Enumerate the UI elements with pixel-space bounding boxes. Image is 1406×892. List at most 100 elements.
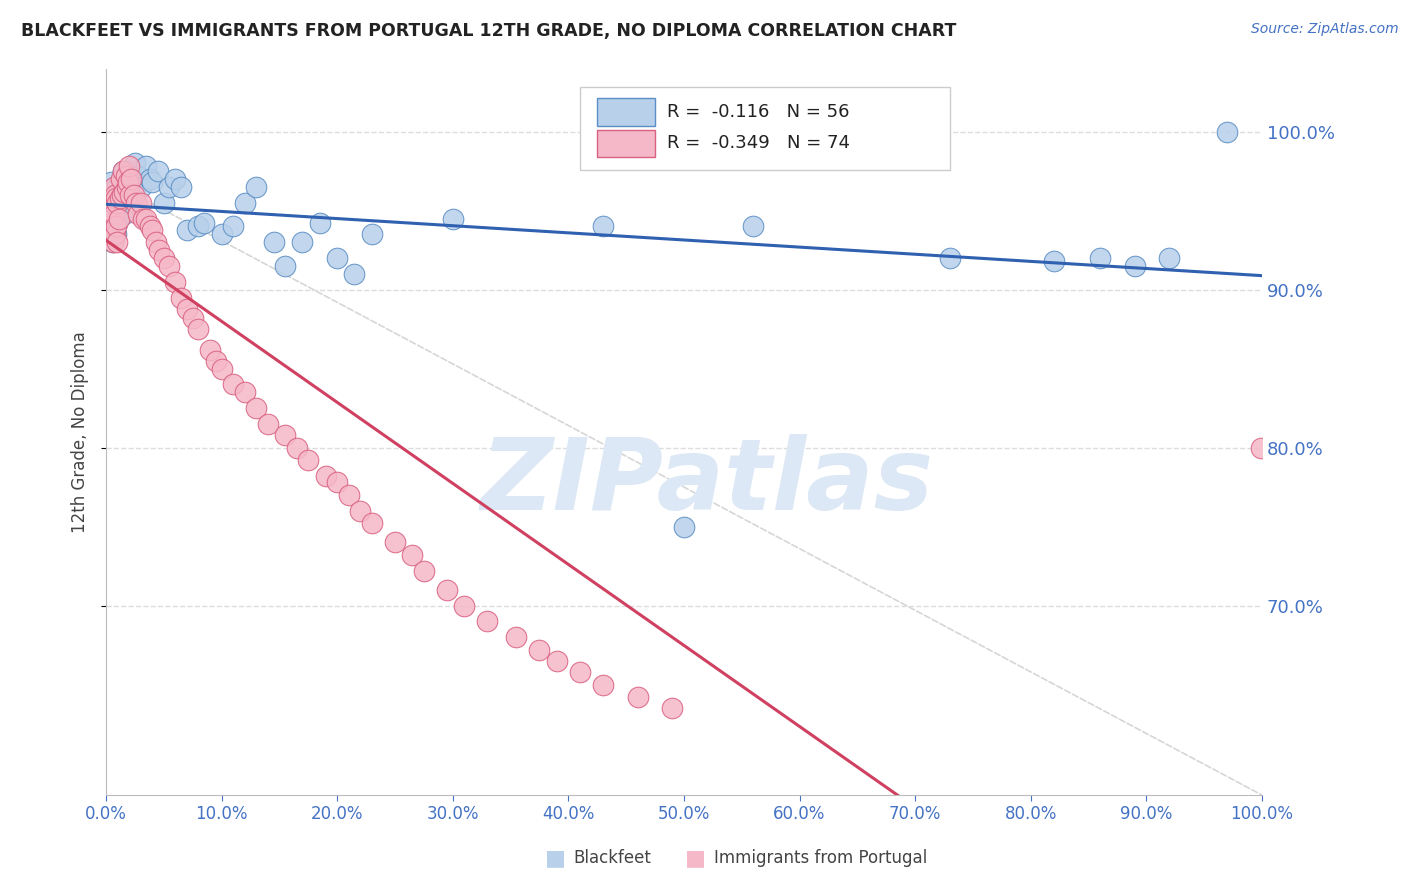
- Point: [127, 207, 149, 221]
- Point: [104, 187, 127, 202]
- Point: [159, 180, 181, 194]
- Point: [129, 180, 152, 194]
- Text: Immigrants from Portugal: Immigrants from Portugal: [714, 849, 928, 867]
- Point: [107, 203, 129, 218]
- Point: [152, 251, 174, 265]
- Point: [101, 195, 124, 210]
- Point: [592, 219, 614, 234]
- Point: [117, 175, 139, 189]
- Point: [100, 222, 122, 236]
- Point: [170, 180, 193, 194]
- Point: [96, 227, 118, 242]
- Text: ZIPatlas: ZIPatlas: [481, 434, 934, 531]
- Point: [118, 175, 141, 189]
- Point: [360, 227, 382, 242]
- Point: [114, 185, 136, 199]
- Point: [441, 211, 464, 226]
- Point: [115, 180, 138, 194]
- Point: [181, 311, 204, 326]
- Point: [104, 187, 127, 202]
- Point: [108, 195, 131, 210]
- Point: [100, 175, 122, 189]
- Point: [148, 243, 170, 257]
- Point: [1088, 251, 1111, 265]
- Point: [112, 164, 135, 178]
- Point: [360, 516, 382, 531]
- Point: [135, 160, 157, 174]
- Point: [453, 599, 475, 613]
- Point: [112, 207, 135, 221]
- Point: [627, 690, 650, 705]
- Point: [412, 564, 434, 578]
- Point: [146, 164, 169, 178]
- Point: [326, 251, 349, 265]
- Point: [98, 219, 121, 234]
- Point: [127, 169, 149, 183]
- Point: [337, 488, 360, 502]
- Point: [114, 169, 136, 183]
- Point: [135, 211, 157, 226]
- Point: [297, 453, 319, 467]
- Point: [176, 222, 198, 236]
- Point: [139, 219, 162, 234]
- Point: [103, 211, 125, 226]
- Point: [101, 203, 124, 218]
- Point: [672, 519, 695, 533]
- Point: [291, 235, 314, 250]
- Point: [568, 665, 591, 679]
- Text: ■: ■: [686, 848, 706, 868]
- Point: [436, 582, 458, 597]
- Point: [1216, 125, 1239, 139]
- Point: [274, 428, 297, 442]
- Point: [124, 156, 146, 170]
- Point: [939, 251, 962, 265]
- Point: [104, 227, 127, 242]
- Point: [107, 216, 129, 230]
- Point: [97, 187, 120, 202]
- Text: BLACKFEET VS IMMIGRANTS FROM PORTUGAL 12TH GRADE, NO DIPLOMA CORRELATION CHART: BLACKFEET VS IMMIGRANTS FROM PORTUGAL 12…: [21, 22, 956, 40]
- Point: [477, 615, 499, 629]
- Point: [198, 343, 221, 357]
- FancyBboxPatch shape: [579, 87, 950, 170]
- Bar: [598, 129, 655, 157]
- Point: [233, 195, 256, 210]
- Point: [165, 172, 187, 186]
- Point: [170, 291, 193, 305]
- Point: [529, 642, 551, 657]
- Point: [103, 222, 125, 236]
- Point: [145, 235, 167, 250]
- Bar: [598, 98, 655, 126]
- Point: [112, 164, 135, 178]
- Point: [105, 219, 128, 234]
- Point: [505, 630, 527, 644]
- Point: [343, 267, 366, 281]
- Point: [107, 180, 129, 194]
- Point: [141, 222, 163, 236]
- Point: [111, 187, 134, 202]
- Point: [308, 216, 330, 230]
- Point: [152, 195, 174, 210]
- Point: [159, 259, 181, 273]
- Point: [139, 172, 162, 186]
- Point: [107, 235, 129, 250]
- Point: [107, 195, 129, 210]
- Y-axis label: 12th Grade, No Diploma: 12th Grade, No Diploma: [72, 331, 89, 533]
- Point: [110, 172, 132, 186]
- Point: [1043, 254, 1066, 268]
- Point: [187, 322, 209, 336]
- Point: [384, 535, 406, 549]
- Text: R =  -0.116   N = 56: R = -0.116 N = 56: [666, 103, 849, 121]
- Point: [103, 180, 125, 194]
- Point: [233, 385, 256, 400]
- Point: [129, 195, 152, 210]
- Point: [326, 475, 349, 490]
- Point: [742, 219, 765, 234]
- Point: [112, 185, 135, 199]
- Point: [1123, 259, 1146, 273]
- Point: [98, 195, 121, 210]
- Point: [1159, 251, 1181, 265]
- Point: [176, 301, 198, 316]
- Point: [187, 219, 209, 234]
- Point: [100, 185, 122, 199]
- Point: [546, 654, 568, 668]
